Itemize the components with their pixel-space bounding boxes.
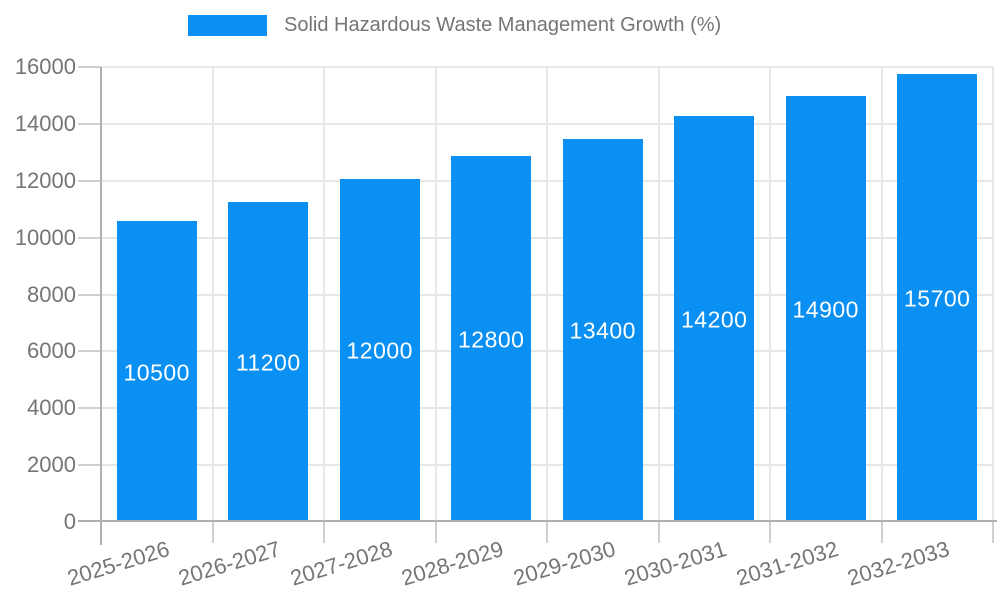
y-axis-tick [78,122,101,125]
gridline-vertical [211,67,214,522]
y-axis-label: 10000 [14,224,76,250]
x-axis-tick [546,522,548,543]
x-axis-tick [657,522,660,543]
y-axis-label: 6000 [27,338,76,364]
x-axis-tick [769,522,771,543]
gridline-vertical [323,67,325,522]
gridline-vertical [992,67,994,522]
bar [451,156,532,520]
gridline-vertical [880,67,883,522]
x-axis-tick [323,522,325,543]
gridline-vertical [434,67,437,522]
y-axis-tick [78,293,101,296]
x-axis-tick [880,522,883,543]
y-axis-tick [78,236,101,239]
legend-swatch-icon [188,15,267,36]
y-axis-label: 4000 [27,395,76,421]
x-axis-line [78,520,997,522]
gridline-vertical [769,67,771,522]
y-axis-tick [78,464,101,467]
y-axis-label: 8000 [27,281,76,307]
bar [562,138,643,520]
bar [897,73,978,520]
x-axis-tick [992,522,994,543]
legend-label: Solid Hazardous Waste Management Growth … [284,14,722,36]
y-axis-line [100,67,102,545]
bar [116,221,197,520]
y-axis-tick [78,66,101,68]
x-axis-tick [434,522,437,543]
y-axis-label: 16000 [14,54,76,79]
y-axis-tick [78,179,101,182]
y-axis-tick [78,407,101,410]
y-axis-label: 12000 [14,167,76,193]
bar [339,178,420,520]
y-axis-tick [78,350,101,353]
bar [674,116,755,520]
gridline-vertical [657,67,660,522]
x-axis-tick [211,522,214,543]
bar [785,96,866,520]
plot-area: 10500 11200 12000 12800 13400 14200 14900 15700 [78,66,997,545]
y-axis-label: 14000 [14,110,76,136]
gridline-horizontal [101,66,993,68]
y-axis-label: 0 [63,509,76,534]
y-axis-label: 2000 [27,452,76,478]
bar [228,201,309,520]
gridline-vertical [546,67,548,522]
legend: Solid Hazardous Waste Management Growth … [188,14,721,37]
